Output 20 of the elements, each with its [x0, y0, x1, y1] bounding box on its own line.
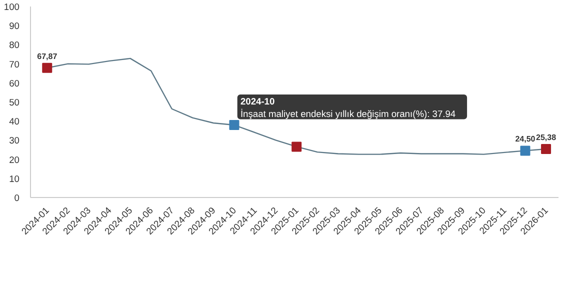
point	[520, 146, 530, 156]
point	[42, 62, 52, 73]
point	[541, 144, 552, 154]
y-tick-label: 100	[4, 2, 20, 12]
y-tick-label: 70	[9, 59, 20, 70]
y-tick-label: 90	[9, 21, 20, 32]
data-label: 25,38	[536, 133, 557, 142]
point	[229, 120, 240, 130]
y-tick-label: 50	[9, 98, 20, 108]
annotation: 2024-10 İnşaat maliyet endeksi yıllık değişim oranı(%): 37.94	[240, 96, 456, 119]
y-tick-label: 30	[9, 136, 20, 146]
point	[292, 142, 302, 152]
data-label: 67,87	[37, 52, 58, 61]
y-tick-label: 60	[9, 78, 20, 88]
data-label: 24,50	[515, 134, 536, 144]
y-tick-label: 40	[9, 116, 20, 127]
y-tick-label: 10	[9, 174, 20, 184]
y-tick-label: 20	[9, 154, 20, 165]
y-tick-label: 80	[9, 40, 20, 50]
y-tick-label: 0	[14, 193, 20, 203]
